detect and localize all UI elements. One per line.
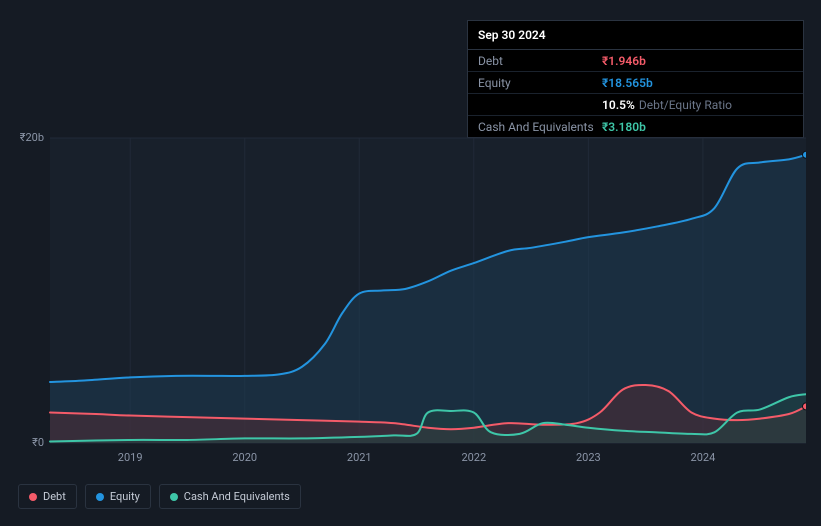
tooltip-row-value: 10.5%Debt/Equity Ratio <box>602 98 793 112</box>
chart-container: ₹20b ₹0 2019 2020 2021 2022 2023 2024 <box>18 123 806 468</box>
tooltip-row: 10.5%Debt/Equity Ratio <box>468 94 803 116</box>
legend-item-label: Equity <box>110 490 140 503</box>
series-end-marker <box>803 151 807 158</box>
tooltip-date: Sep 30 2024 <box>468 21 803 50</box>
legend: Debt Equity Cash And Equivalents <box>18 484 301 509</box>
x-axis-label: 2023 <box>568 451 608 464</box>
y-axis-label: ₹20b <box>18 131 44 144</box>
series-end-marker <box>803 403 807 410</box>
legend-item[interactable]: Debt <box>18 484 77 509</box>
y-axis-label: ₹0 <box>18 436 44 449</box>
x-axis-label: 2022 <box>454 451 494 464</box>
legend-item-label: Debt <box>43 490 66 503</box>
legend-dot-icon <box>96 493 104 501</box>
tooltip-row-label <box>478 98 602 112</box>
tooltip-row: Debt₹1.946b <box>468 50 803 72</box>
x-axis-label: 2024 <box>683 451 723 464</box>
legend-dot-icon <box>170 493 178 501</box>
legend-dot-icon <box>29 493 37 501</box>
x-axis-label: 2019 <box>110 451 150 464</box>
tooltip-row-extra: Debt/Equity Ratio <box>639 98 732 112</box>
tooltip-row-label: Equity <box>478 76 602 90</box>
x-axis-label: 2020 <box>225 451 265 464</box>
legend-item[interactable]: Equity <box>85 484 151 509</box>
x-axis-label: 2021 <box>339 451 379 464</box>
tooltip-row-label: Debt <box>478 54 602 68</box>
chart-svg <box>18 123 806 468</box>
tooltip-row-value: ₹18.565b <box>602 76 793 90</box>
legend-item-label: Cash And Equivalents <box>184 490 290 503</box>
tooltip-row: Equity₹18.565b <box>468 72 803 94</box>
tooltip-box: Sep 30 2024 Debt₹1.946bEquity₹18.565b10.… <box>467 20 804 138</box>
legend-item[interactable]: Cash And Equivalents <box>159 484 301 509</box>
tooltip-row-value: ₹1.946b <box>602 54 793 68</box>
